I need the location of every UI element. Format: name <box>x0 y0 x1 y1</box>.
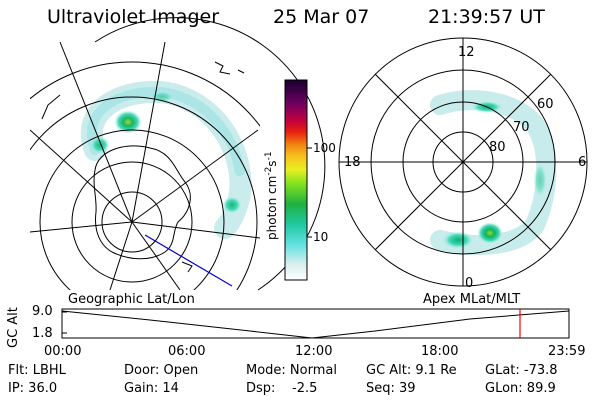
date-label: 25 Mar 07 <box>273 6 370 28</box>
timeline-ylabel: GC Alt <box>6 307 21 348</box>
gc-altitude-curve <box>61 310 570 339</box>
timeline-ytick-1-8: 1.8 <box>32 326 53 341</box>
dsp-value: -2.5 <box>292 381 318 396</box>
colorbar-unit-label: photon cm-2s-1 <box>264 151 279 240</box>
mlat-label-60: 60 <box>537 97 554 112</box>
glon-info: GLon: 89.9 <box>485 381 556 396</box>
right-auroral-oval <box>430 90 557 255</box>
mlat-label-80: 80 <box>489 140 506 155</box>
timeline-xtick-0000: 00:00 <box>44 344 82 359</box>
noon-meridian-line <box>144 234 233 287</box>
mlt-label-6: 6 <box>578 155 587 170</box>
mlat-label-70: 70 <box>513 120 530 135</box>
colorbar-tick-10: 10 <box>313 230 329 244</box>
mlt-label-12: 12 <box>458 45 475 60</box>
magnetic-dial <box>338 37 588 287</box>
filter-info: Flt: LBHL <box>8 363 66 378</box>
gc-altitude-info: GC Alt: 9.1 Re <box>366 363 457 378</box>
dsp-label: Dsp: <box>246 381 276 396</box>
instrument-title: Ultraviolet Imager <box>47 6 220 28</box>
left-auroral-oval <box>80 80 252 239</box>
left-panel-caption: Geographic Lat/Lon <box>68 292 195 307</box>
timeline-xtick-0600: 06:00 <box>168 344 206 359</box>
colorbar <box>284 79 312 281</box>
glat-info: GLat: -73.8 <box>485 363 558 378</box>
mlt-diagonal-2 <box>374 73 552 251</box>
time-label: 21:39:57 UT <box>428 6 545 28</box>
timeline-ytick-9: 9.0 <box>32 304 53 319</box>
timeline-xtick-1200: 12:00 <box>295 344 333 359</box>
door-info: Door: Open <box>124 363 199 378</box>
timeline-xtick-1800: 18:00 <box>421 344 459 359</box>
colorbar-tick-100: 100 <box>313 141 336 155</box>
geographic-map <box>30 42 260 290</box>
coastline-fragments <box>41 61 245 273</box>
gain-info: Gain: 14 <box>124 381 179 396</box>
left-latitude-circles <box>30 61 260 290</box>
antarctica-coastline <box>93 145 191 260</box>
mlt-label-18: 18 <box>344 155 361 170</box>
timeline-xtick-2359: 23:59 <box>548 344 586 359</box>
sequence-info: Seq: 39 <box>366 381 416 396</box>
ip-info: IP: 36.0 <box>8 381 58 396</box>
left-longitude-lines <box>30 42 260 290</box>
mode-info: Mode: Normal <box>246 363 337 378</box>
right-panel-caption: Apex MLat/MLT <box>423 292 521 307</box>
mlt-label-0: 0 <box>465 276 474 291</box>
altitude-timeline <box>61 308 570 339</box>
